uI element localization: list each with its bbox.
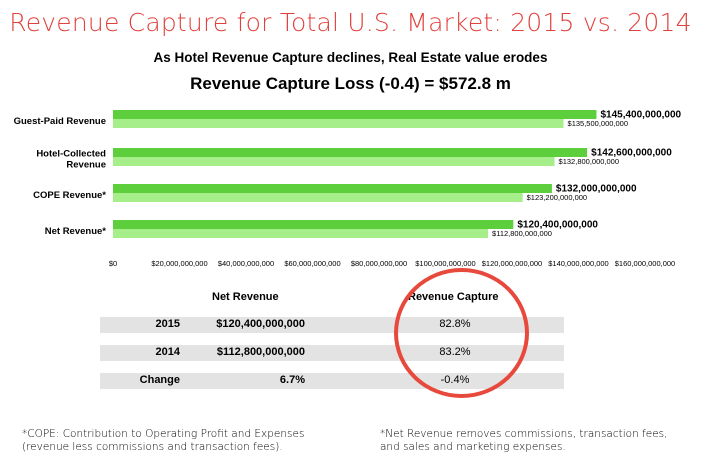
bar-chart: Guest-Paid Revenue $145,400,000,000$135,5… [14, 110, 682, 269]
footnote-line: (revenue less commissions and transactio… [22, 441, 283, 453]
bar [113, 184, 552, 193]
x-tick-label: $80,000,000,000 [351, 259, 407, 268]
data-label: $120,400,000,000 [517, 220, 598, 231]
highlight-circle [394, 268, 529, 398]
chart-title: Revenue Capture for Total U.S. Market: 2… [9, 8, 692, 37]
bar [113, 119, 564, 128]
table-row-label: 2014 [155, 346, 180, 358]
x-tick-label: $160,000,000,000 [615, 259, 675, 268]
table-cell-net-revenue: 6.7% [279, 374, 305, 386]
bar [113, 148, 588, 157]
chart-subtitle: As Hotel Revenue Capture declines, Real … [153, 50, 548, 65]
table-cell-net-revenue: $112,800,000,000 [216, 346, 305, 358]
footnote-line: and sales and marketing expenses. [380, 441, 566, 453]
x-tick-label: $0 [109, 259, 117, 268]
data-label: $123,200,000,000 [527, 193, 587, 202]
revenue-capture-loss: Revenue Capture Loss (-0.4) = $572.8 m [190, 74, 511, 93]
data-label: $132,000,000,000 [556, 184, 637, 195]
table-cell-net-revenue: $120,400,000,000 [216, 318, 305, 330]
footnote-cope: *COPE: Contribution to Operating Profit … [22, 428, 304, 454]
footnote-line: *Net Revenue removes commissions, transa… [380, 428, 668, 440]
category-label: Net Revenue* [45, 226, 107, 237]
table-row-label: 2015 [155, 318, 180, 330]
x-tick-label: $140,000,000,000 [548, 259, 608, 268]
data-label: $132,800,000,000 [559, 157, 619, 166]
data-label: $145,400,000,000 [600, 110, 681, 121]
x-tick-label: $60,000,000,000 [284, 259, 340, 268]
bar [113, 220, 514, 229]
x-tick-label: $20,000,000,000 [151, 259, 207, 268]
x-tick-label: $100,000,000,000 [415, 259, 475, 268]
data-label: $142,600,000,000 [591, 148, 672, 159]
category-label: Revenue [66, 160, 106, 171]
bar [113, 110, 597, 119]
data-label: $112,800,000,000 [492, 229, 552, 238]
footnote-line: *COPE: Contribution to Operating Profit … [22, 428, 305, 440]
bar [113, 193, 523, 202]
category-label: COPE Revenue* [33, 190, 106, 201]
data-label: $135,500,000,000 [568, 119, 628, 128]
table-row-label: Change [139, 374, 180, 386]
table-header-net-revenue: Net Revenue [212, 291, 279, 303]
x-tick-label: $120,000,000,000 [482, 259, 542, 268]
bar [113, 157, 555, 166]
category-label: Guest-Paid Revenue [14, 116, 106, 127]
category-label: Hotel-Collected [36, 149, 106, 160]
footnote-net-revenue: *Net Revenue removes commissions, transa… [380, 428, 668, 454]
bar [113, 229, 489, 238]
x-tick-label: $40,000,000,000 [218, 259, 274, 268]
